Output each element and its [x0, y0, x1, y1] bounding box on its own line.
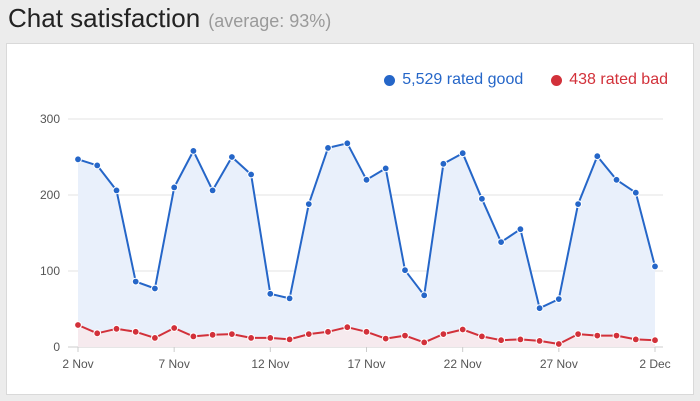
legend-label-good: 5,529 rated good	[402, 71, 524, 88]
x-tick-label: 7 Nov	[158, 357, 189, 371]
point-bad[interactable]	[228, 330, 236, 339]
y-tick-label: 200	[40, 188, 60, 202]
point-good[interactable]	[420, 291, 429, 300]
point-good[interactable]	[131, 277, 140, 286]
legend-dot-bad-icon	[551, 74, 563, 86]
point-bad[interactable]	[112, 324, 121, 333]
point-good[interactable]	[478, 194, 486, 203]
point-good[interactable]	[401, 266, 409, 275]
point-bad[interactable]	[535, 337, 544, 345]
point-bad[interactable]	[285, 335, 294, 344]
point-bad[interactable]	[208, 330, 217, 339]
point-good[interactable]	[458, 149, 467, 158]
point-good[interactable]	[208, 186, 217, 195]
point-good[interactable]	[74, 155, 82, 164]
point-good[interactable]	[497, 238, 506, 247]
area-good	[78, 143, 655, 347]
point-good[interactable]	[93, 161, 102, 170]
point-bad[interactable]	[631, 335, 640, 344]
point-bad[interactable]	[247, 334, 256, 342]
point-good[interactable]	[112, 186, 121, 195]
point-good[interactable]	[554, 295, 563, 304]
point-bad[interactable]	[593, 331, 602, 340]
point-bad[interactable]	[131, 327, 140, 336]
point-good[interactable]	[324, 144, 332, 152]
x-tick-label: 27 Nov	[540, 357, 578, 371]
area-bad	[78, 325, 655, 347]
point-bad[interactable]	[458, 325, 467, 334]
chart-legend: 5,529 rated good 438 rated bad	[384, 71, 668, 89]
legend-label-bad: 438 rated bad	[569, 71, 668, 88]
point-bad[interactable]	[554, 340, 563, 348]
x-tick-label: 17 Nov	[347, 357, 385, 371]
y-tick-label: 0	[53, 340, 60, 354]
point-bad[interactable]	[651, 336, 659, 345]
point-good[interactable]	[574, 200, 582, 209]
legend-dot-good-icon	[384, 74, 396, 86]
x-tick-label: 2 Nov	[62, 357, 93, 371]
point-good[interactable]	[439, 159, 448, 168]
point-bad[interactable]	[189, 332, 198, 341]
point-bad[interactable]	[266, 334, 275, 342]
point-bad[interactable]	[478, 332, 486, 341]
header: Chat satisfaction (average: 93%)	[8, 3, 331, 37]
point-good[interactable]	[381, 164, 390, 173]
point-bad[interactable]	[324, 327, 332, 336]
point-bad[interactable]	[381, 334, 390, 343]
average-subtitle: (average: 93%)	[208, 11, 332, 31]
page-title: Chat satisfaction	[8, 3, 201, 33]
point-bad[interactable]	[439, 330, 448, 339]
point-bad[interactable]	[497, 336, 506, 345]
point-good[interactable]	[304, 200, 313, 209]
point-good[interactable]	[343, 139, 352, 148]
point-bad[interactable]	[420, 338, 429, 347]
point-bad[interactable]	[574, 330, 582, 339]
point-bad[interactable]	[304, 330, 313, 339]
legend-item-good[interactable]: 5,529 rated good	[384, 71, 523, 89]
legend-item-bad[interactable]: 438 rated bad	[551, 71, 668, 89]
point-good[interactable]	[516, 225, 525, 234]
point-bad[interactable]	[401, 331, 409, 340]
x-tick-label: 22 Nov	[444, 357, 482, 371]
point-good[interactable]	[612, 175, 621, 184]
y-tick-label: 100	[40, 264, 60, 278]
point-bad[interactable]	[612, 331, 621, 340]
point-good[interactable]	[151, 284, 159, 293]
point-bad[interactable]	[343, 323, 352, 332]
point-bad[interactable]	[516, 335, 525, 344]
point-bad[interactable]	[93, 329, 102, 338]
point-good[interactable]	[247, 170, 256, 179]
point-bad[interactable]	[151, 334, 159, 342]
point-good[interactable]	[170, 183, 179, 192]
point-bad[interactable]	[74, 321, 82, 329]
point-good[interactable]	[651, 262, 659, 271]
point-good[interactable]	[535, 304, 544, 313]
point-good[interactable]	[266, 289, 275, 298]
x-tick-label: 2 Dec	[639, 357, 670, 371]
point-bad[interactable]	[170, 324, 179, 332]
point-good[interactable]	[631, 188, 640, 197]
point-good[interactable]	[593, 152, 602, 161]
point-good[interactable]	[189, 147, 198, 155]
point-good[interactable]	[228, 153, 236, 161]
point-bad[interactable]	[362, 327, 371, 336]
x-tick-label: 12 Nov	[251, 357, 289, 371]
y-tick-label: 300	[40, 112, 60, 126]
point-good[interactable]	[362, 175, 371, 184]
point-good[interactable]	[285, 294, 294, 303]
